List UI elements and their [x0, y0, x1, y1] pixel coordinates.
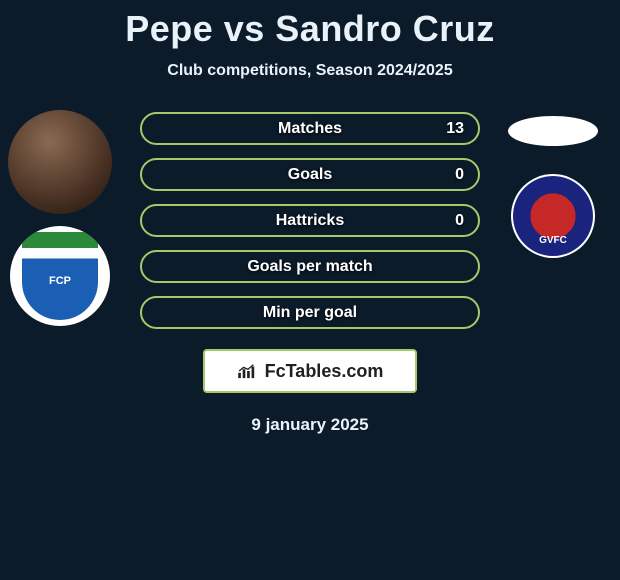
player-left-club-badge: [10, 226, 110, 326]
stat-label: Hattricks: [276, 212, 344, 230]
stat-label: Min per goal: [263, 304, 357, 322]
date-label: 9 january 2025: [0, 415, 620, 435]
stats-list: Matches 13 Goals 0 Hattricks 0 Goals per…: [140, 112, 480, 329]
player-right-avatar: [508, 116, 598, 146]
comparison-content: GVFC Matches 13 Goals 0 Hattricks 0 Goal…: [0, 112, 620, 435]
club-badge-porto-icon: [22, 232, 98, 320]
brand-text: FcTables.com: [265, 361, 384, 382]
stat-row-goals-per-match: Goals per match: [140, 250, 480, 283]
stat-label: Matches: [278, 120, 342, 138]
right-player-column: GVFC: [508, 110, 598, 258]
stat-row-min-per-goal: Min per goal: [140, 296, 480, 329]
chart-bar-icon: [237, 363, 259, 379]
stat-value-right: 13: [446, 120, 464, 138]
subtitle: Club competitions, Season 2024/2025: [0, 62, 620, 80]
left-player-column: [8, 110, 112, 326]
page-title: Pepe vs Sandro Cruz: [0, 0, 620, 50]
stat-value-right: 0: [455, 212, 464, 230]
brand-watermark: FcTables.com: [203, 349, 417, 393]
stat-row-goals: Goals 0: [140, 158, 480, 191]
stat-value-right: 0: [455, 166, 464, 184]
stat-row-hattricks: Hattricks 0: [140, 204, 480, 237]
player-right-club-badge: GVFC: [511, 174, 595, 258]
stat-label: Goals per match: [247, 258, 372, 276]
club-badge-gvfc-icon: GVFC: [513, 176, 593, 256]
stat-label: Goals: [288, 166, 332, 184]
stat-row-matches: Matches 13: [140, 112, 480, 145]
player-left-avatar: [8, 110, 112, 214]
